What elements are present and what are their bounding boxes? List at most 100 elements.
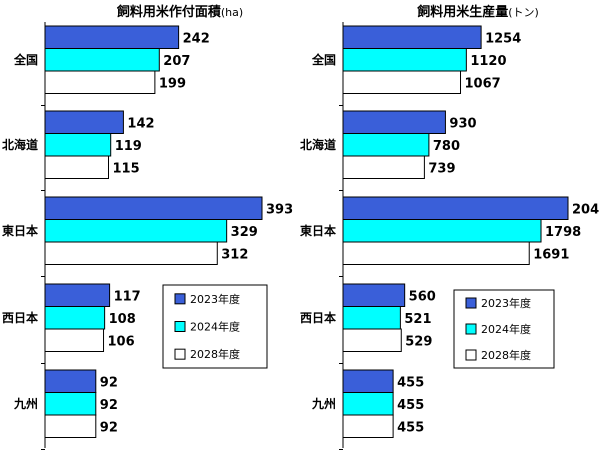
- data-label: 1067: [465, 76, 501, 91]
- data-label: 92: [100, 375, 118, 390]
- bar: [44, 219, 228, 243]
- bar: [44, 155, 109, 179]
- category-group: 455 455 455: [342, 369, 424, 438]
- category-group: 142 119 115: [44, 110, 155, 179]
- data-label: 92: [100, 398, 118, 413]
- data-label: 455: [397, 398, 424, 413]
- bar: [44, 70, 156, 94]
- bar: [44, 414, 97, 438]
- bar: [44, 110, 124, 134]
- legend-label: 2028年度: [190, 347, 240, 361]
- data-label: 455: [397, 375, 424, 390]
- data-label: 329: [231, 225, 258, 240]
- legend-label: 2023年度: [190, 292, 240, 306]
- bar: [342, 328, 402, 352]
- bar: [342, 414, 394, 438]
- bar: [44, 48, 160, 72]
- category-group: 117 108 106: [44, 283, 141, 352]
- data-label: 1120: [470, 54, 506, 69]
- chart-panel-production: 飼料用米生産量(トン) 1254 1120 1067 930 780 739 2043 179…: [300, 4, 600, 450]
- bars-group: 1254112010679307807392043179816915605215…: [342, 25, 600, 438]
- category-label: 東日本: [2, 223, 38, 238]
- bar: [44, 133, 112, 157]
- category-label: 西日本: [300, 310, 336, 325]
- bar: [342, 369, 394, 393]
- bar: [342, 70, 462, 94]
- data-label: 1691: [533, 247, 569, 262]
- bar: [342, 306, 401, 330]
- bar: [342, 25, 482, 49]
- legend-swatch: [465, 297, 477, 309]
- category-group: 242 207 199: [44, 25, 210, 94]
- legend: 2023年度 2024年度 2028年度: [453, 289, 555, 369]
- data-label: 739: [428, 161, 455, 176]
- data-label: 393: [266, 202, 293, 217]
- bar: [342, 219, 542, 243]
- bar: [44, 241, 218, 265]
- legend: 2023年度 2024年度 2028年度: [162, 284, 268, 369]
- category-group: 393 329 312: [44, 196, 293, 265]
- data-label: 207: [163, 54, 190, 69]
- bar: [44, 283, 111, 307]
- data-label: 199: [159, 76, 186, 91]
- category-group: 2043 1798 1691: [342, 196, 600, 265]
- category-label: 全国: [13, 52, 38, 67]
- bar: [44, 25, 180, 49]
- legend-swatch: [174, 293, 186, 305]
- bar: [342, 48, 467, 72]
- legend-label: 2024年度: [190, 320, 240, 334]
- category-group: 1254 1120 1067: [342, 25, 521, 94]
- bars-group: 2422071991421191153933293121171081069292…: [44, 25, 293, 438]
- data-label: 1254: [485, 31, 521, 46]
- data-label: 119: [115, 139, 142, 154]
- bar: [342, 133, 430, 157]
- bar: [342, 392, 394, 416]
- bar: [342, 110, 446, 134]
- bar: [342, 241, 530, 265]
- legend-swatch: [465, 349, 477, 361]
- data-label: 930: [449, 116, 476, 131]
- data-label: 529: [405, 334, 432, 349]
- bar: [342, 196, 569, 220]
- data-label: 1798: [545, 225, 581, 240]
- bar: [44, 196, 263, 220]
- category-group: 560 521 529: [342, 283, 436, 352]
- category-group: 930 780 739: [342, 110, 477, 179]
- data-label: 780: [433, 139, 460, 154]
- chart-title: 飼料用米作付面積(ha): [116, 4, 243, 20]
- data-label: 117: [114, 289, 141, 304]
- data-label: 106: [108, 334, 135, 349]
- bar: [44, 369, 97, 393]
- category-label: 北海道: [300, 137, 336, 152]
- chart-title: 飼料用米生産量(トン): [416, 4, 539, 20]
- category-group: 92 92 92: [44, 369, 118, 438]
- bar: [342, 155, 425, 179]
- data-label: 92: [100, 420, 118, 435]
- legend-label: 2028年度: [481, 348, 531, 362]
- bar: [44, 306, 106, 330]
- chart-panel-area: 飼料用米作付面積(ha) 242 207 199 142 119 115 393 329 312…: [2, 4, 293, 450]
- bar: [44, 392, 97, 416]
- category-label: 九州: [311, 396, 336, 411]
- legend-swatch: [174, 321, 186, 332]
- legend-swatch: [174, 348, 186, 360]
- data-label: 115: [112, 161, 139, 176]
- legend-label: 2023年度: [481, 296, 531, 310]
- data-label: 455: [397, 420, 424, 435]
- bar: [44, 328, 105, 352]
- category-label: 全国: [311, 52, 336, 67]
- data-label: 108: [109, 312, 136, 327]
- data-label: 242: [183, 31, 210, 46]
- data-label: 142: [127, 116, 154, 131]
- data-label: 2043: [572, 202, 600, 217]
- data-label: 312: [221, 247, 248, 262]
- data-label: 560: [409, 289, 436, 304]
- legend-swatch: [465, 323, 477, 335]
- category-label: 東日本: [300, 223, 336, 238]
- category-label: 九州: [13, 396, 38, 411]
- data-label: 521: [404, 312, 431, 327]
- legend-label: 2024年度: [481, 322, 531, 336]
